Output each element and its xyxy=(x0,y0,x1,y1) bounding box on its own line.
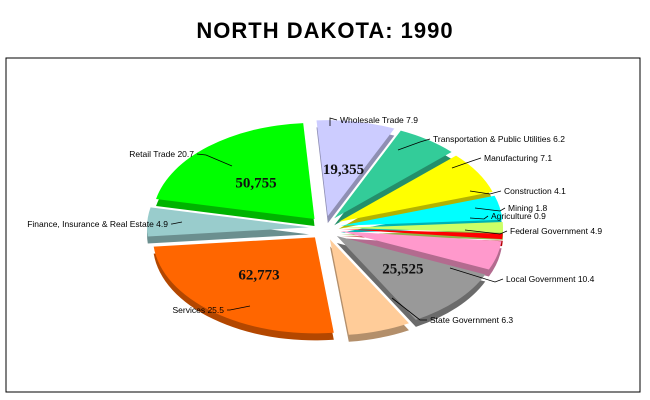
pie-slice-transportation-and-public-utilities xyxy=(334,130,452,219)
slice-value-services: 62,773 xyxy=(238,268,279,284)
pie-slice-finance-insurance-and-real-estate xyxy=(147,207,310,237)
slice-label-services: Services 25.5 xyxy=(173,305,225,315)
leader-line-transportation-and-public-utilities xyxy=(397,138,431,151)
slice-label-transportation-and-public-utilities: Transportation & Public Utilities 6.2 xyxy=(433,134,565,144)
slice-label-construction: Construction 4.1 xyxy=(504,186,566,196)
pie-slice-local-government xyxy=(336,236,486,320)
leader-line-federal-government xyxy=(464,229,508,235)
slice-value-retail-trade: 50,755 xyxy=(235,176,276,192)
leader-line-construction xyxy=(469,190,502,195)
leader-line-manufacturing xyxy=(451,157,482,169)
leader-line-retail-trade xyxy=(196,153,233,167)
leader-line-agriculture xyxy=(469,215,489,220)
chart-title: NORTH DAKOTA: 1990 xyxy=(196,18,454,43)
leader-line-finance-insurance-and-real-estate xyxy=(171,221,183,225)
pie-slice-manufacturing xyxy=(338,155,493,222)
slice-label-state-government: State Government 6.3 xyxy=(430,315,513,325)
pie-slice-state-government xyxy=(329,239,409,335)
slice-value-local-government: 25,525 xyxy=(382,261,423,277)
slice-label-local-government: Local Government 10.4 xyxy=(506,274,595,284)
slice-label-retail-trade: Retail Trade 20.7 xyxy=(129,149,194,159)
slice-label-finance-insurance-and-real-estate: Finance, Insurance & Real Estate 4.9 xyxy=(27,219,168,229)
slice-label-federal-government: Federal Government 4.9 xyxy=(510,226,602,236)
slice-label-wholesale-trade: Wholesale Trade 7.9 xyxy=(340,115,418,125)
leader-line-local-government xyxy=(449,267,504,283)
leader-line-state-government xyxy=(391,297,427,321)
pie-slice-services xyxy=(153,237,334,334)
slice-value-wholesale-trade: 19,355 xyxy=(323,162,364,178)
pie-slice-mining xyxy=(340,221,503,233)
leader-line-wholesale-trade xyxy=(329,117,338,126)
leader-line-services xyxy=(227,305,251,311)
pie-slice-federal-government xyxy=(340,231,502,270)
pie-slice-wholesale-trade xyxy=(316,120,395,217)
slice-label-mining: Mining 1.8 xyxy=(508,203,547,213)
pie-slice-construction xyxy=(340,195,503,226)
pie-slice-side-mining xyxy=(340,228,503,240)
pie-slice-retail-trade xyxy=(156,123,315,219)
leader-line-mining xyxy=(474,207,506,212)
pie-slice-agriculture xyxy=(340,228,503,240)
slice-label-manufacturing: Manufacturing 7.1 xyxy=(484,153,552,163)
slice-label-agriculture: Agriculture 0.9 xyxy=(491,211,546,221)
